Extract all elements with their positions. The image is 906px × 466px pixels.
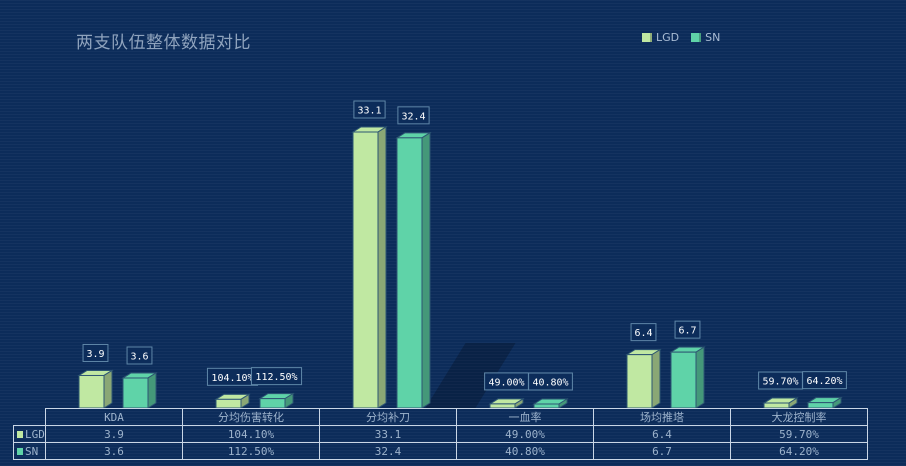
bar-sn	[670, 351, 697, 409]
data-label-sn: 64.20%	[806, 376, 842, 387]
data-label-lgd: 59.70%	[762, 377, 798, 388]
table-row-lgd: LGD 3.9 104.10% 33.1 49.00% 6.4 59.70%	[13, 425, 868, 443]
table-cell: 6.4	[593, 425, 731, 443]
legend-item-sn[interactable]: SN	[691, 31, 720, 44]
data-label-box-lgd	[353, 100, 386, 119]
data-label-box-sn	[250, 367, 303, 386]
bar-side-sn	[695, 346, 705, 409]
table-category-baron: 大龙控制率	[730, 408, 868, 426]
table-category-firstblood: 一血率	[456, 408, 594, 426]
table-cell: 3.9	[45, 425, 183, 443]
table-cell: 49.00%	[456, 425, 594, 443]
data-label-sn: 40.80%	[532, 378, 568, 389]
table-series-name-lgd: LGD	[25, 427, 45, 441]
table-category-damage: 分均伤害转化	[182, 408, 320, 426]
bar-side-sn	[147, 372, 157, 409]
data-label-box-sn	[528, 372, 573, 391]
table-cell: 104.10%	[182, 425, 320, 443]
data-label-box-sn	[126, 346, 153, 365]
bar-lgd	[215, 398, 242, 409]
data-label-sn: 6.7	[678, 326, 696, 337]
data-label-lgd: 3.9	[86, 349, 104, 360]
data-label-box-sn	[397, 106, 430, 125]
data-label-lgd: 33.1	[357, 106, 381, 117]
bar-sn	[259, 398, 286, 409]
bar-lgd	[78, 374, 105, 409]
bar-sn	[807, 402, 834, 409]
data-label-sn: 32.4	[401, 111, 425, 122]
data-label-box-sn	[674, 320, 701, 339]
bar-shadow	[425, 343, 516, 408]
table-swatch-lgd	[17, 430, 23, 438]
table-series-name-sn: SN	[25, 444, 39, 458]
chart-title: 两支队伍整体数据对比	[76, 33, 251, 53]
bar-side-lgd	[651, 348, 661, 409]
data-label-lgd: 6.4	[634, 328, 652, 339]
bar-sn	[396, 137, 423, 409]
table-cell: 64.20%	[730, 442, 868, 460]
table-cell: 33.1	[319, 425, 457, 443]
data-label-box-lgd	[630, 323, 657, 342]
table-cell: 3.6	[45, 442, 183, 460]
data-label-lgd: 104.10%	[211, 373, 253, 384]
data-label-sn: 3.6	[130, 351, 148, 362]
table-cell: 112.50%	[182, 442, 320, 460]
table-row-head-lgd: LGD	[13, 425, 46, 443]
bar-lgd	[489, 403, 516, 409]
legend-label-sn: SN	[705, 31, 721, 44]
legend-item-lgd[interactable]: LGD	[642, 31, 679, 44]
table-row-sn: SN 3.6 112.50% 32.4 40.80% 6.7 64.20%	[13, 442, 868, 460]
table-category-cs: 分均补刀	[319, 408, 457, 426]
legend-swatch-sn	[691, 33, 702, 42]
bar-sn	[122, 377, 149, 409]
legend-label-lgd: LGD	[656, 31, 680, 44]
bar-side-sn	[421, 131, 431, 409]
bar-lgd	[352, 131, 379, 409]
table-category-towers: 场均推塔	[593, 408, 731, 426]
table-swatch-sn	[17, 447, 23, 455]
data-label-lgd: 49.00%	[488, 377, 524, 388]
table-cell: 40.80%	[456, 442, 594, 460]
legend-swatch-lgd	[642, 33, 652, 42]
table-cell: 6.7	[593, 442, 731, 460]
data-label-sn: 112.50%	[255, 372, 297, 383]
data-label-box-lgd	[82, 343, 109, 362]
data-label-box-sn	[802, 371, 847, 390]
table-corner-cell	[13, 408, 46, 426]
table-category-kda: KDA	[45, 408, 183, 426]
bar-lgd	[626, 354, 653, 409]
legend: LGD SN	[642, 31, 720, 44]
bar-side-lgd	[377, 126, 387, 409]
table-row-head-sn: SN	[13, 442, 46, 460]
table-header-row: KDA 分均伤害转化 分均补刀 一血率 场均推塔 大龙控制率	[13, 408, 868, 426]
bar-side-lgd	[103, 369, 113, 409]
table-cell: 59.70%	[730, 425, 868, 443]
table-cell: 32.4	[319, 442, 457, 460]
data-table: KDA 分均伤害转化 分均补刀 一血率 场均推塔 大龙控制率 LGD 3.9 1…	[13, 408, 868, 460]
